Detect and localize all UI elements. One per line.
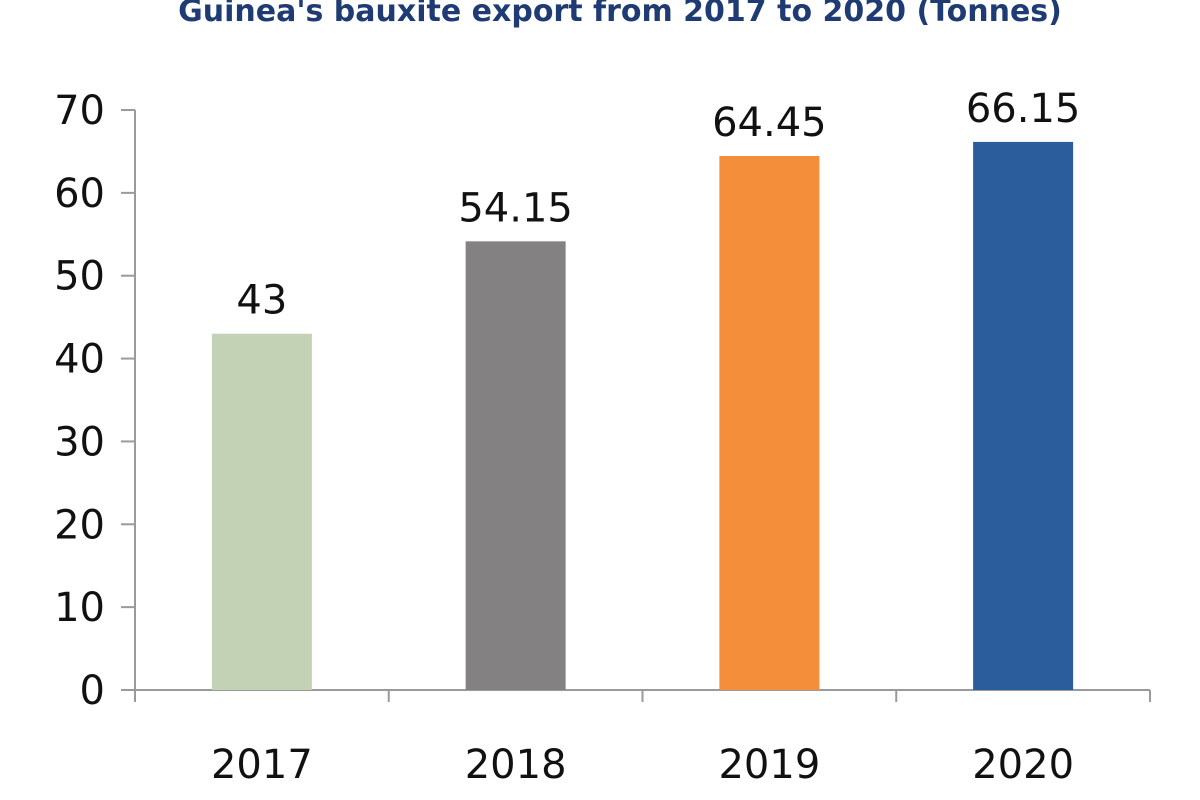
data-label-2018: 54.15 xyxy=(458,185,573,231)
y-tick-label-60: 60 xyxy=(54,171,105,217)
x-tick-label-2018: 2018 xyxy=(465,742,567,788)
y-tick-label-10: 10 xyxy=(54,585,105,631)
chart-title: Guinea's bauxite export from 2017 to 202… xyxy=(178,0,1062,29)
bar-2019 xyxy=(719,155,820,690)
data-label-2019: 64.45 xyxy=(712,100,827,146)
x-tick-label-2020: 2020 xyxy=(972,742,1074,788)
y-tick-label-30: 30 xyxy=(54,419,105,465)
y-tick-label-50: 50 xyxy=(54,254,105,300)
y-tick-label-0: 0 xyxy=(80,668,105,714)
x-tick-label-2019: 2019 xyxy=(718,742,820,788)
bar-2018 xyxy=(465,241,566,691)
bar-2017 xyxy=(211,333,312,690)
data-label-2020: 66.15 xyxy=(966,86,1081,132)
y-tick-label-70: 70 xyxy=(54,88,105,134)
x-tick-label-2017: 2017 xyxy=(211,742,313,788)
y-tick-label-20: 20 xyxy=(54,502,105,548)
y-tick-label-40: 40 xyxy=(54,337,105,383)
bar-2020 xyxy=(973,141,1074,690)
data-label-2017: 43 xyxy=(236,278,287,324)
